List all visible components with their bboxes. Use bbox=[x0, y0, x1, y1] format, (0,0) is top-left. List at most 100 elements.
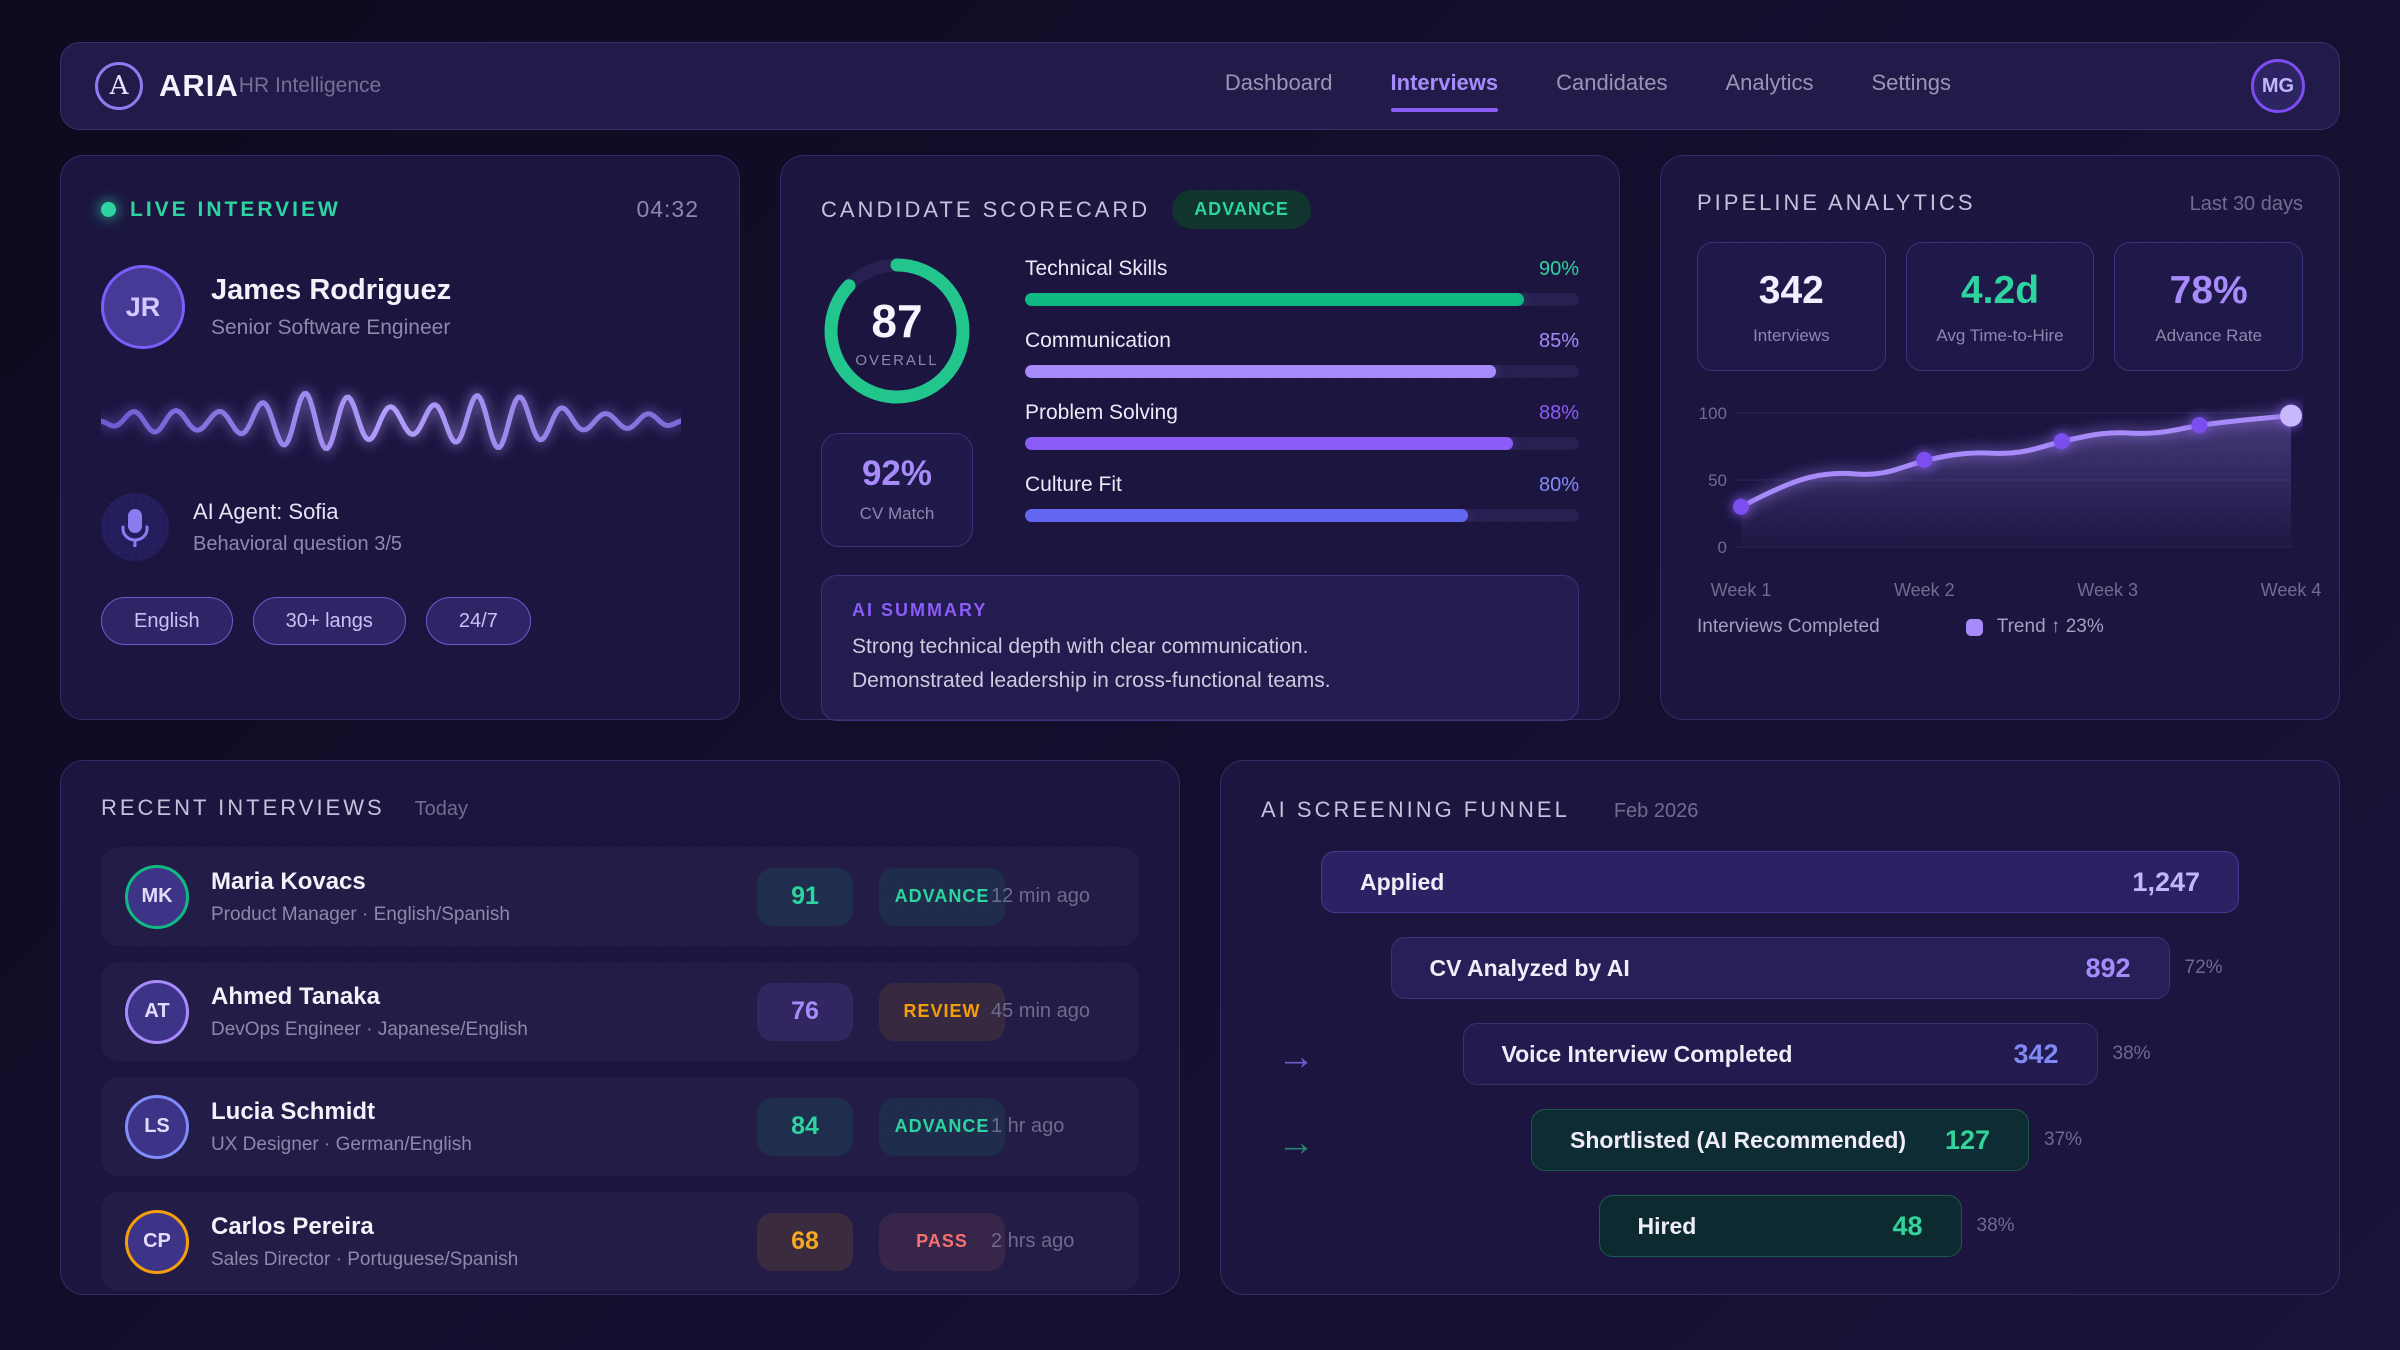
interview-row[interactable]: LS Lucia Schmidt UX Designer · German/En… bbox=[101, 1077, 1139, 1176]
live-status-label: LIVE INTERVIEW bbox=[130, 197, 341, 221]
screening-funnel-card: AI SCREENING FUNNEL Feb 2026 Applied 1,24… bbox=[1220, 760, 2340, 1295]
score-pill: 68 bbox=[757, 1212, 853, 1271]
scorecard-title: CANDIDATE SCORECARD bbox=[821, 196, 1151, 222]
user-avatar[interactable]: MG bbox=[2251, 59, 2305, 113]
skill-communication: Communication 85% bbox=[1025, 329, 1579, 378]
funnel-period: Feb 2026 bbox=[1613, 800, 1699, 822]
interviewee-avatar: CP bbox=[125, 1209, 189, 1274]
score-pill: 76 bbox=[757, 982, 853, 1041]
svg-text:50: 50 bbox=[1708, 471, 1727, 490]
live-interview-card: LIVE INTERVIEW 04:32 JR James Rodriguez … bbox=[60, 155, 740, 720]
interviewee-name: Ahmed Tanaka bbox=[211, 982, 380, 1010]
chart-legend: Interviews Completed Trend ↑ 23% bbox=[1697, 616, 2303, 638]
funnel-title: AI SCREENING FUNNEL bbox=[1261, 797, 1570, 822]
funnel-bar-cv-analyzed: CV Analyzed by AI 892 72% bbox=[1390, 937, 2223, 999]
brand-name: ARIA bbox=[159, 68, 239, 103]
interviewee-role: UX Designer · German/English bbox=[211, 1133, 472, 1155]
ai-agent-name: AI Agent: Sofia bbox=[193, 498, 339, 524]
interviewee-name: Lucia Schmidt bbox=[211, 1097, 376, 1125]
trend-swatch-icon bbox=[1965, 618, 1983, 636]
nav-item-interviews[interactable]: Interviews bbox=[1390, 70, 1498, 112]
voice-waveform bbox=[96, 371, 699, 471]
interview-row[interactable]: CP Carlos Pereira Sales Director · Portu… bbox=[101, 1192, 1139, 1291]
interview-row[interactable]: MK Maria Kovacs Product Manager · Englis… bbox=[101, 847, 1139, 946]
dashboard-page: A ARIA HR Intelligence Dashboard Intervi… bbox=[60, 42, 2340, 1295]
ai-summary-title: AI SUMMARY bbox=[852, 600, 988, 620]
stat-time-to-hire: 4.2d Avg Time-to-Hire bbox=[1905, 242, 2095, 371]
chart-x-tick: Week 4 bbox=[2260, 580, 2322, 600]
funnel-bar-applied: Applied 1,247 bbox=[1321, 851, 2239, 913]
badge-langs-count: 30+ langs bbox=[252, 597, 406, 645]
interviewee-role: Sales Director · Portuguese/Spanish bbox=[211, 1248, 519, 1270]
funnel-arrow-icon: → bbox=[1277, 1036, 1315, 1078]
cv-match-label: CV Match bbox=[859, 504, 935, 523]
skill-technical: Technical Skills 90% bbox=[1025, 257, 1579, 306]
decision-badge: ADVANCE bbox=[1172, 190, 1311, 229]
svg-text:100: 100 bbox=[1699, 404, 1727, 423]
cv-match-value: 92% bbox=[861, 454, 933, 493]
weekly-trend-chart: 100 50 0 Week 1 Week 2 Week 3 Week 4 bbox=[1697, 397, 2322, 600]
funnel-bar-shortlisted: Shortlisted (AI Recommended) 127 37% bbox=[1531, 1109, 2082, 1171]
ai-summary-line: Strong technical depth with clear commun… bbox=[852, 635, 1309, 658]
interview-time: 45 min ago bbox=[991, 1000, 1090, 1022]
interview-row[interactable]: AT Ahmed Tanaka DevOps Engineer · Japane… bbox=[101, 962, 1139, 1061]
interviewee-name: Maria Kovacs bbox=[211, 867, 366, 895]
stat-advance-rate: 78% Advance Rate bbox=[2114, 242, 2304, 371]
recent-interviews-card: RECENT INTERVIEWS Today MK Maria Kovacs … bbox=[60, 760, 1180, 1295]
chart-x-axis: Week 1 Week 2 Week 3 Week 4 bbox=[1697, 574, 2322, 600]
interviewee-name: Carlos Pereira bbox=[211, 1212, 374, 1240]
funnel-bar-voice-interview: Voice Interview Completed 342 38% bbox=[1462, 1023, 2151, 1085]
funnel-bars: Applied 1,247 CV Analyzed by AI 892 72% Voi… bbox=[1261, 851, 2299, 1257]
microphone-icon bbox=[101, 493, 169, 561]
ai-summary-line: Demonstrated leadership in cross-functio… bbox=[852, 669, 1331, 693]
chart-x-tick: Week 2 bbox=[1893, 580, 1955, 600]
interview-timer: 04:32 bbox=[636, 196, 699, 222]
nav-item-analytics[interactable]: Analytics bbox=[1725, 70, 1814, 95]
candidate-avatar: JR bbox=[101, 265, 185, 349]
brand-suffix: HR Intelligence bbox=[238, 74, 382, 97]
interviewee-avatar: LS bbox=[125, 1094, 189, 1159]
pipeline-analytics-card: PIPELINE ANALYTICS Last 30 days 342 Inte… bbox=[1660, 155, 2340, 720]
cv-match-box: 92% CV Match bbox=[821, 433, 973, 547]
status-badge: ADVANCE bbox=[879, 867, 1005, 926]
stat-interviews: 342 Interviews bbox=[1697, 242, 1886, 371]
ai-agent-progress: Behavioral question 3/5 bbox=[193, 532, 403, 555]
overall-score-gauge: 87 OVERALL bbox=[821, 255, 973, 407]
overall-score-value: 87 bbox=[871, 294, 923, 347]
ai-summary-box: AI SUMMARY Strong technical depth with c… bbox=[821, 575, 1579, 721]
skill-culture-fit: Culture Fit 80% bbox=[1025, 473, 1579, 522]
score-pill: 84 bbox=[757, 1097, 853, 1156]
brand-logo-icon: A bbox=[95, 62, 143, 110]
nav-item-settings[interactable]: Settings bbox=[1871, 70, 1952, 95]
nav-item-dashboard[interactable]: Dashboard bbox=[1224, 70, 1333, 95]
funnel-arrow-icon: → bbox=[1277, 1122, 1315, 1164]
skill-bars: Technical Skills 90% Communication 85% Pro… bbox=[1025, 257, 1579, 547]
legend-series-label: Interviews Completed bbox=[1697, 616, 1880, 637]
status-badge: ADVANCE bbox=[879, 1097, 1005, 1156]
badge-availability: 24/7 bbox=[425, 597, 531, 645]
interview-time: 12 min ago bbox=[991, 885, 1090, 907]
svg-text:0: 0 bbox=[1718, 538, 1727, 557]
recent-title: RECENT INTERVIEWS bbox=[101, 795, 385, 820]
chart-x-tick: Week 1 bbox=[1710, 580, 1772, 600]
recent-period: Today bbox=[414, 798, 469, 820]
funnel-bar-hired: Hired 48 38% bbox=[1598, 1195, 2015, 1257]
status-badge: REVIEW bbox=[879, 982, 1005, 1041]
interviewee-role: Product Manager · English/Spanish bbox=[211, 903, 510, 925]
live-indicator-dot bbox=[101, 202, 116, 217]
capability-badges: English 30+ langs 24/7 bbox=[101, 597, 699, 645]
badge-language: English bbox=[101, 597, 233, 645]
interviewee-role: DevOps Engineer · Japanese/English bbox=[211, 1018, 528, 1040]
interview-time: 2 hrs ago bbox=[991, 1230, 1075, 1252]
candidate-scorecard-card: CANDIDATE SCORECARD ADVANCE 87 OVERALL bbox=[780, 155, 1620, 721]
candidate-role: Senior Software Engineer bbox=[211, 316, 451, 339]
interviewee-avatar: MK bbox=[125, 864, 189, 929]
pipeline-range: Last 30 days bbox=[2189, 193, 2303, 215]
candidate-name: James Rodriguez bbox=[211, 274, 452, 306]
main-nav: Dashboard Interviews Candidates Analytic… bbox=[1224, 70, 1952, 112]
nav-item-candidates[interactable]: Candidates bbox=[1556, 70, 1668, 95]
legend-trend-label: Trend ↑ 23% bbox=[1996, 616, 2104, 637]
chart-x-tick: Week 3 bbox=[2077, 580, 2139, 600]
pipeline-title: PIPELINE ANALYTICS bbox=[1697, 190, 1976, 215]
interviewee-avatar: AT bbox=[125, 979, 189, 1044]
